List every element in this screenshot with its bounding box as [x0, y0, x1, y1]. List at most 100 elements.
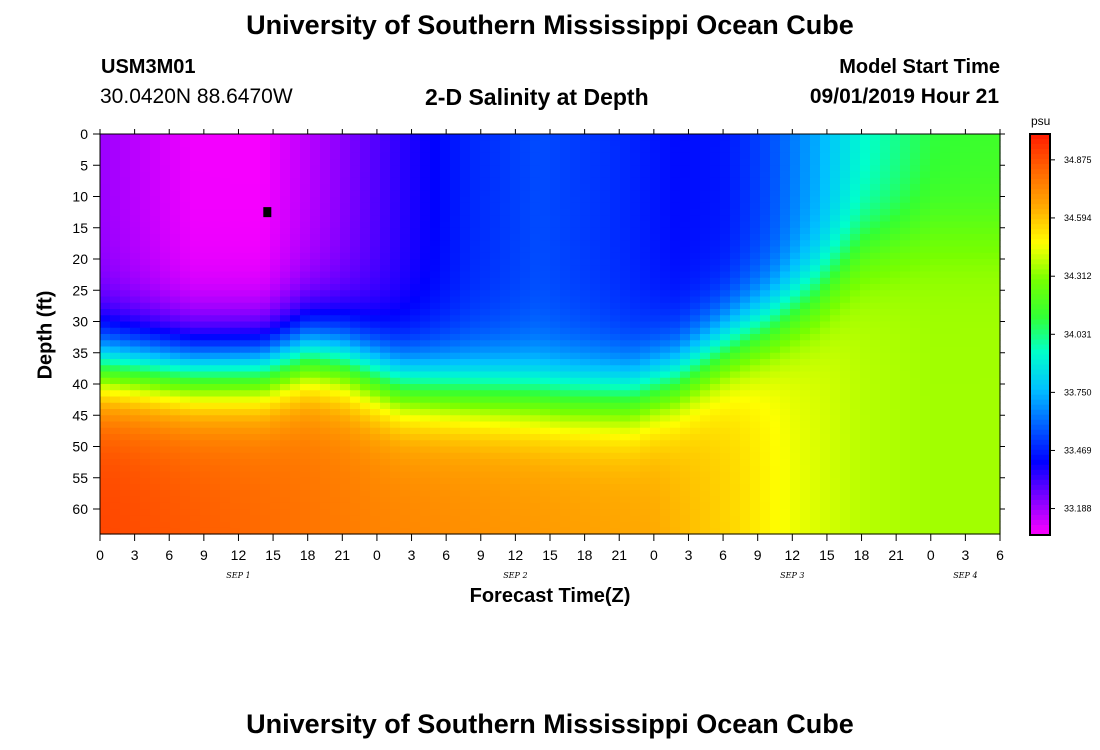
- heatmap-cell: [320, 259, 331, 266]
- heatmap-cell: [690, 440, 701, 448]
- heatmap-cell: [360, 284, 371, 291]
- heatmap-cell: [630, 221, 641, 229]
- heatmap-cell: [580, 252, 591, 260]
- heatmap-cell: [740, 327, 751, 335]
- heatmap-cell: [690, 371, 701, 379]
- heatmap-cell: [900, 296, 911, 304]
- heatmap-cell: [480, 259, 491, 266]
- heatmap-cell: [330, 359, 341, 366]
- heatmap-cell: [660, 240, 671, 248]
- heatmap-cell: [880, 346, 891, 354]
- heatmap-cell: [970, 277, 981, 285]
- heatmap-cell: [350, 234, 361, 241]
- heatmap-cell: [680, 140, 691, 148]
- heatmap-cell: [950, 296, 961, 304]
- heatmap-cell: [130, 452, 141, 460]
- heatmap-cell: [300, 252, 311, 260]
- heatmap-cell: [580, 190, 591, 198]
- heatmap-cell: [510, 134, 521, 141]
- heatmap-cell: [530, 309, 541, 316]
- heatmap-cell: [790, 359, 801, 366]
- heatmap-cell: [130, 390, 141, 398]
- heatmap-cell: [980, 171, 991, 179]
- heatmap-cell: [230, 427, 241, 435]
- heatmap-cell: [850, 159, 861, 166]
- heatmap-cell: [690, 140, 701, 148]
- heatmap-cell: [490, 415, 501, 423]
- heatmap-cell: [160, 209, 171, 216]
- heatmap-cell: [150, 209, 161, 216]
- heatmap-cell: [470, 184, 481, 191]
- heatmap-cell: [820, 159, 831, 166]
- heatmap-cell: [380, 434, 391, 441]
- heatmap-cell: [180, 346, 191, 354]
- heatmap-cell: [880, 427, 891, 435]
- heatmap-cell: [300, 177, 311, 185]
- heatmap-cell: [860, 434, 871, 441]
- heatmap-cell: [600, 327, 611, 335]
- heatmap-cell: [590, 465, 601, 473]
- heatmap-cell: [600, 134, 611, 141]
- heatmap-cell: [240, 471, 251, 479]
- heatmap-cell: [870, 271, 881, 279]
- heatmap-cell: [530, 302, 541, 310]
- heatmap-cell: [390, 284, 401, 291]
- heatmap-cell: [660, 377, 671, 385]
- heatmap-cell: [960, 140, 971, 148]
- heatmap-cell: [830, 452, 841, 460]
- heatmap-cell: [200, 359, 211, 366]
- heatmap-cell: [380, 259, 391, 266]
- heatmap-cell: [830, 146, 841, 154]
- heatmap-cell: [290, 209, 301, 216]
- heatmap-cell: [430, 365, 441, 373]
- heatmap-cell: [450, 459, 461, 466]
- heatmap-cell: [730, 134, 741, 141]
- heatmap-cell: [130, 427, 141, 435]
- heatmap-cell: [310, 371, 321, 379]
- heatmap-cell: [350, 459, 361, 466]
- heatmap-cell: [260, 384, 271, 391]
- heatmap-cell: [580, 352, 591, 360]
- heatmap-cell: [730, 390, 741, 398]
- heatmap-cell: [970, 327, 981, 335]
- heatmap-cell: [420, 421, 431, 429]
- heatmap-cell: [820, 315, 831, 323]
- heatmap-cell: [640, 215, 651, 223]
- heatmap-cell: [560, 396, 571, 404]
- heatmap-cell: [170, 396, 181, 404]
- heatmap-cell: [690, 365, 701, 373]
- heatmap-cell: [190, 459, 201, 466]
- heatmap-cell: [630, 240, 641, 248]
- heatmap-cell: [520, 259, 531, 266]
- heatmap-cell: [300, 271, 311, 279]
- heatmap-cell: [460, 371, 471, 379]
- heatmap-cell: [670, 340, 681, 348]
- heatmap-cell: [850, 390, 861, 398]
- heatmap-cell: [730, 377, 741, 385]
- heatmap-cell: [570, 159, 581, 166]
- heatmap-cell: [540, 309, 551, 316]
- heatmap-cell: [100, 234, 111, 241]
- heatmap-cell: [470, 402, 481, 410]
- heatmap-cell: [940, 140, 951, 148]
- heatmap-cell: [510, 327, 521, 335]
- heatmap-cell: [700, 177, 711, 185]
- heatmap-cell: [720, 146, 731, 154]
- heatmap-cell: [880, 465, 891, 473]
- heatmap-cell: [150, 290, 161, 298]
- heatmap-cell: [310, 384, 321, 391]
- heatmap-cell: [700, 259, 711, 266]
- heatmap-cell: [480, 309, 491, 316]
- heatmap-cell: [390, 402, 401, 410]
- heatmap-cell: [200, 477, 211, 485]
- heatmap-cell: [770, 371, 781, 379]
- heatmap-cell: [640, 409, 651, 416]
- heatmap-cell: [230, 277, 241, 285]
- heatmap-cell: [870, 315, 881, 323]
- heatmap-cell: [830, 396, 841, 404]
- heatmap-cell: [920, 152, 931, 160]
- heatmap-cell: [160, 477, 171, 485]
- heatmap-cell: [580, 421, 591, 429]
- heatmap-cell: [250, 471, 261, 479]
- heatmap-cell: [710, 359, 721, 366]
